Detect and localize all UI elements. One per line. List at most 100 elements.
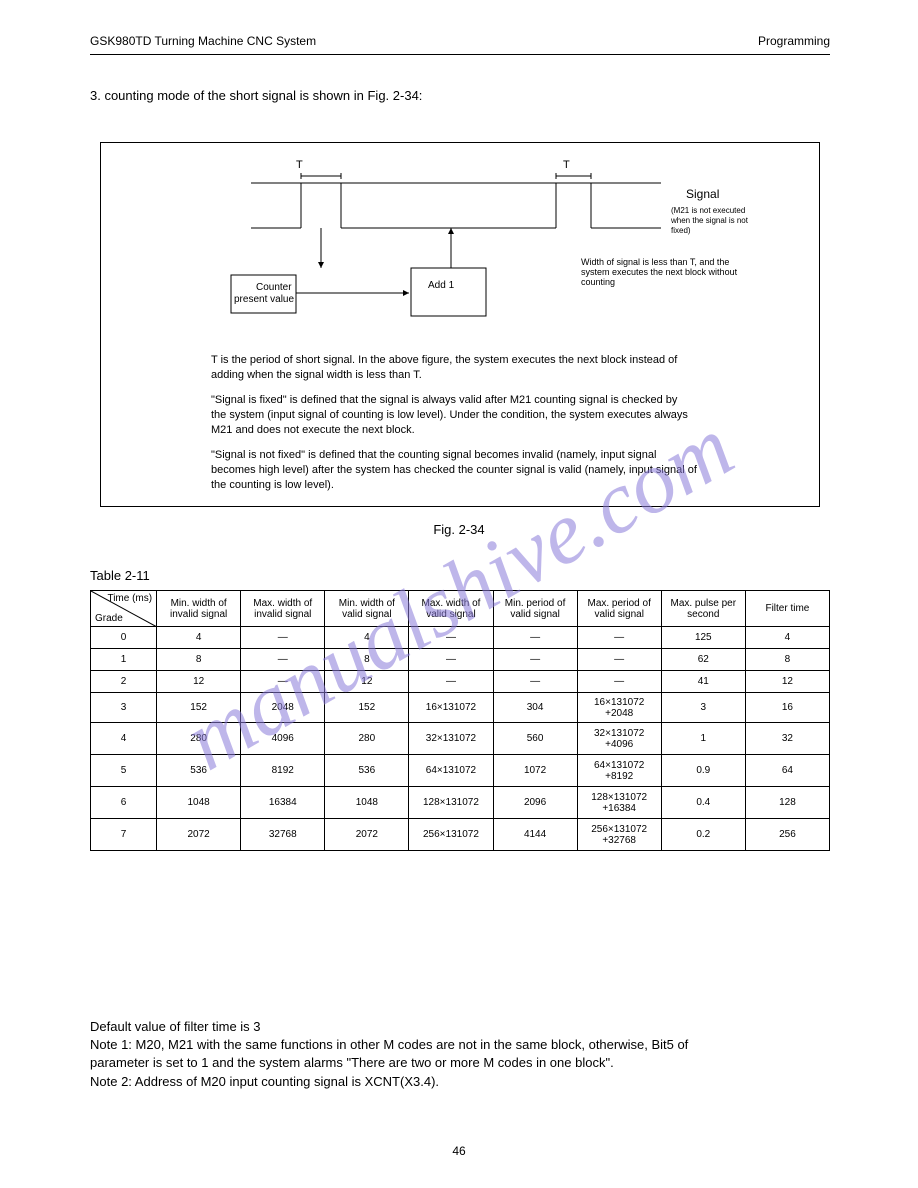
header-right: Programming bbox=[758, 34, 830, 48]
table-header: Filter time bbox=[745, 591, 829, 627]
svg-text:when the signal is not: when the signal is not bbox=[670, 216, 749, 225]
table-cell: — bbox=[577, 627, 661, 649]
table-cell: 0.9 bbox=[661, 755, 745, 787]
table-cell: 128×131072 bbox=[409, 787, 493, 819]
table-row: 04—4———1254 bbox=[91, 627, 830, 649]
table-cell: 12 bbox=[157, 671, 241, 693]
table-cell: 2096 bbox=[493, 787, 577, 819]
table-row: 3152204815216×13107230416×131072 +204831… bbox=[91, 693, 830, 723]
timing-diagram: Counterpresent valueAdd 1Signal(M21 is n… bbox=[101, 143, 821, 508]
svg-text:Counter: Counter bbox=[256, 282, 292, 293]
table-cell: 256×131072 bbox=[409, 819, 493, 851]
table-cell: 32768 bbox=[241, 819, 325, 851]
table-cell: 32×131072 +4096 bbox=[577, 723, 661, 755]
svg-text:the system (input signal of co: the system (input signal of counting is … bbox=[211, 409, 688, 421]
figure-container: Counterpresent valueAdd 1Signal(M21 is n… bbox=[100, 142, 820, 507]
table-cell: 8192 bbox=[241, 755, 325, 787]
table-cell: 3 bbox=[661, 693, 745, 723]
svg-text:fixed): fixed) bbox=[671, 226, 691, 235]
svg-text:Signal: Signal bbox=[686, 187, 719, 201]
table-header-diagonal: Time (ms)Grade bbox=[91, 591, 157, 627]
table-cell: 256 bbox=[745, 819, 829, 851]
table-cell: 4 bbox=[745, 627, 829, 649]
table-cell: 1048 bbox=[325, 787, 409, 819]
table-cell: 62 bbox=[661, 649, 745, 671]
table-cell: 16 bbox=[745, 693, 829, 723]
table-cell: 280 bbox=[157, 723, 241, 755]
table-cell: 2 bbox=[91, 671, 157, 693]
table-cell: 16×131072 +2048 bbox=[577, 693, 661, 723]
table-cell: 4096 bbox=[241, 723, 325, 755]
table-cell: 7 bbox=[91, 819, 157, 851]
table-cell: 64 bbox=[745, 755, 829, 787]
note-line: Note 2: Address of M20 input counting si… bbox=[90, 1073, 830, 1091]
table-cell: 128×131072 +16384 bbox=[577, 787, 661, 819]
table-cell: 16×131072 bbox=[409, 693, 493, 723]
table-cell: 4 bbox=[157, 627, 241, 649]
svg-text:Add 1: Add 1 bbox=[428, 280, 455, 291]
timing-parameters-table: Time (ms)GradeMin. width of invalid sign… bbox=[90, 590, 830, 851]
table-cell: 4 bbox=[91, 723, 157, 755]
svg-text:becomes high level) after the: becomes high level) after the system has… bbox=[211, 464, 698, 476]
table-cell: 16384 bbox=[241, 787, 325, 819]
notes-block: Default value of filter time is 3Note 1:… bbox=[90, 1018, 830, 1091]
table-cell: 5 bbox=[91, 755, 157, 787]
page-number: 46 bbox=[0, 1144, 918, 1158]
table-cell: 32 bbox=[745, 723, 829, 755]
table-cell: 41 bbox=[661, 671, 745, 693]
table-title: Table 2-11 bbox=[90, 568, 150, 583]
table-header: Max. period of valid signal bbox=[577, 591, 661, 627]
svg-text:counting: counting bbox=[581, 277, 615, 287]
table-cell: 12 bbox=[745, 671, 829, 693]
table-cell: — bbox=[241, 627, 325, 649]
table-cell: 4144 bbox=[493, 819, 577, 851]
section-note: 3. counting mode of the short signal is … bbox=[90, 88, 422, 103]
table-row: 5536819253664×131072107264×131072 +81920… bbox=[91, 755, 830, 787]
table-cell: 2048 bbox=[241, 693, 325, 723]
header-rule bbox=[90, 54, 830, 55]
table-cell: 1 bbox=[661, 723, 745, 755]
table-cell: — bbox=[241, 649, 325, 671]
table-cell: 2072 bbox=[325, 819, 409, 851]
table-row: 18—8———628 bbox=[91, 649, 830, 671]
table-cell: — bbox=[409, 671, 493, 693]
table-cell: 12 bbox=[325, 671, 409, 693]
table-cell: 152 bbox=[157, 693, 241, 723]
table-cell: — bbox=[577, 671, 661, 693]
table-cell: 0.4 bbox=[661, 787, 745, 819]
table-cell: — bbox=[241, 671, 325, 693]
table-cell: 256×131072 +32768 bbox=[577, 819, 661, 851]
page-header: GSK980TD Turning Machine CNC System Prog… bbox=[90, 34, 830, 48]
table-cell: 536 bbox=[157, 755, 241, 787]
table-header: Min. period of valid signal bbox=[493, 591, 577, 627]
table-row: 4280409628032×13107256032×131072 +409613… bbox=[91, 723, 830, 755]
note-line: parameter is set to 1 and the system ala… bbox=[90, 1054, 830, 1072]
table-cell: 280 bbox=[325, 723, 409, 755]
svg-text:T: T bbox=[296, 159, 303, 171]
table-cell: — bbox=[493, 627, 577, 649]
table-cell: 6 bbox=[91, 787, 157, 819]
table-row: 61048163841048128×1310722096128×131072 +… bbox=[91, 787, 830, 819]
table-header: Min. width of valid signal bbox=[325, 591, 409, 627]
table-cell: 125 bbox=[661, 627, 745, 649]
table-cell: — bbox=[577, 649, 661, 671]
table-cell: 8 bbox=[745, 649, 829, 671]
svg-text:system executes the next block: system executes the next block without bbox=[581, 267, 738, 277]
svg-text:M21 and does not execute the n: M21 and does not execute the next block. bbox=[211, 424, 415, 436]
table-cell: 152 bbox=[325, 693, 409, 723]
figure-caption: Fig. 2-34 bbox=[0, 522, 918, 537]
note-line: Default value of filter time is 3 bbox=[90, 1018, 830, 1036]
svg-text:adding when the signal width i: adding when the signal width is less tha… bbox=[211, 369, 422, 381]
svg-text:the counting is low level).: the counting is low level). bbox=[211, 479, 334, 491]
table-cell: 2072 bbox=[157, 819, 241, 851]
svg-text:Width of signal is less than T: Width of signal is less than T, and the bbox=[581, 257, 729, 267]
table-cell: — bbox=[493, 671, 577, 693]
table-cell: 0.2 bbox=[661, 819, 745, 851]
note-line: Note 1: M20, M21 with the same functions… bbox=[90, 1036, 830, 1054]
svg-text:"Signal is not fixed" is defin: "Signal is not fixed" is defined that th… bbox=[211, 449, 656, 461]
header-left: GSK980TD Turning Machine CNC System bbox=[90, 34, 316, 48]
table-cell: 560 bbox=[493, 723, 577, 755]
table-cell: 0 bbox=[91, 627, 157, 649]
table-row: 212—12———4112 bbox=[91, 671, 830, 693]
table-row: 72072327682072256×1310724144256×131072 +… bbox=[91, 819, 830, 851]
